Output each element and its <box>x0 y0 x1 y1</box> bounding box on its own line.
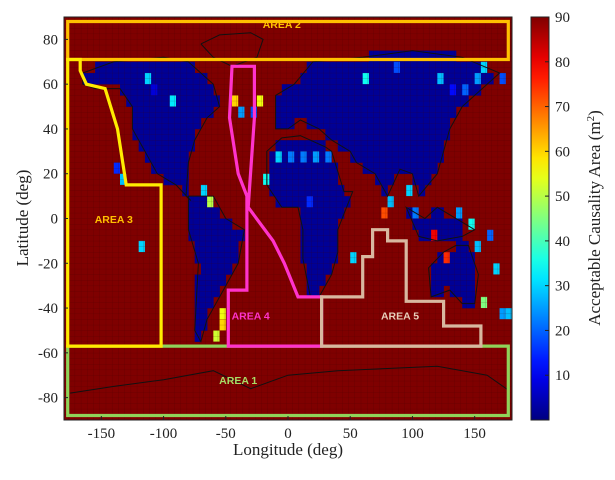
colorbar-tick-label: 60 <box>555 144 570 160</box>
x-tick-label: -150 <box>88 426 116 442</box>
x-axis-label: Longitude (deg) <box>233 440 343 459</box>
x-tick-label: 0 <box>284 426 292 442</box>
y-axis-label: Latitude (deg) <box>13 170 32 267</box>
area-label: AREA 1 <box>219 375 257 387</box>
y-tick-label: 20 <box>43 167 58 183</box>
y-tick-label: -40 <box>38 301 58 317</box>
colorbar-tick-label: 10 <box>555 368 570 384</box>
x-tick-label: -50 <box>216 426 236 442</box>
x-tick-label: -100 <box>150 426 178 442</box>
coastline <box>187 195 245 343</box>
y-tick-label: 40 <box>43 122 58 138</box>
area-outline <box>66 19 510 62</box>
coastline <box>266 135 354 298</box>
x-axis-ticks: -150 -100 -50 0 50 100 150 <box>88 416 486 442</box>
colorbar-tick-label: 20 <box>555 323 570 339</box>
coastlines <box>70 32 510 394</box>
y-tick-label: 0 <box>51 212 59 228</box>
area-outline <box>320 228 483 348</box>
colorbar-tick-label: 80 <box>555 55 570 71</box>
area-outline <box>226 64 324 348</box>
colorbar-tick-label: 50 <box>555 189 570 205</box>
x-tick-label: 100 <box>401 426 424 442</box>
y-tick-label: 80 <box>43 32 58 48</box>
colorbar-ticks: 10 20 30 40 50 60 70 80 90 <box>545 10 570 384</box>
x-tick-label: 50 <box>343 426 358 442</box>
area-label: AREA 5 <box>381 310 419 322</box>
colorbar: 10 20 30 40 50 60 70 80 90 Acceptable Causality … <box>530 10 604 421</box>
y-tick-label: -60 <box>38 346 58 362</box>
coastline <box>405 206 476 242</box>
area-labels: AREA 1 AREA 2 AREA 3 AREA 4 AREA 5 <box>95 19 420 387</box>
area-outline <box>66 57 163 348</box>
colorbar-label: Acceptable Causality Area (m2) <box>585 110 604 326</box>
y-tick-label: -80 <box>38 391 58 407</box>
area-label: AREA 4 <box>232 310 270 322</box>
y-tick-label: -20 <box>38 256 58 272</box>
y-tick-label: 60 <box>43 77 58 93</box>
coastline <box>428 244 479 305</box>
area-label: AREA 3 <box>95 214 133 226</box>
coastline <box>70 365 510 394</box>
colorbar-tick-label: 70 <box>555 100 570 116</box>
colorbar-bar <box>530 16 550 421</box>
colorbar-tick-label: 90 <box>555 10 570 26</box>
plot-area: AREA 1 AREA 2 AREA 3 AREA 4 AREA 5 <box>63 16 513 421</box>
y-axis-ticks: 80 60 40 20 0 -20 -40 -60 -80 <box>38 32 68 407</box>
area-label: AREA 2 <box>263 19 301 31</box>
colorbar-tick-label: 30 <box>555 279 570 295</box>
colorbar-tick-label: 40 <box>555 234 570 250</box>
grid-overlay <box>64 17 512 420</box>
coastline <box>275 50 501 198</box>
area-outlines <box>66 19 510 418</box>
x-tick-label: 150 <box>463 426 486 442</box>
